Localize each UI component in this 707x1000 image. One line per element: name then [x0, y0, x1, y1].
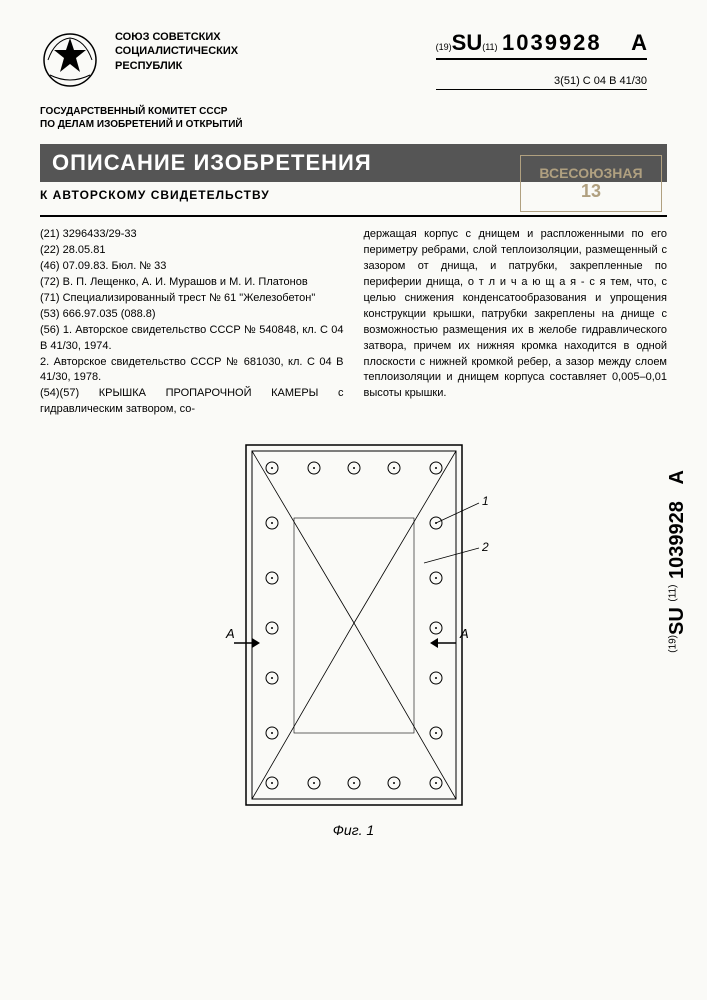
patent-number-block: (19)SU(11) 1039928 A 3(51) С 04 В 41/30	[436, 30, 667, 90]
column-1: (21) 3296433/29-33 (22) 28.05.81 (46) 07…	[40, 227, 344, 418]
classification-code: 3(51) С 04 В 41/30	[436, 75, 647, 90]
callout-2: 2	[481, 540, 489, 554]
registry-stamp: ВСЕСОЮЗНАЯ 13	[520, 155, 662, 212]
doc-kind: A	[631, 30, 647, 55]
figure-1: 1 2 A A Фиг. 1	[0, 433, 707, 833]
stamp-text: ВСЕСОЮЗНАЯ	[539, 165, 642, 181]
column-2: держащая корпус с днищем и распложенными…	[364, 227, 668, 418]
header: СОЮЗ СОВЕТСКИХ СОЦИАЛИСТИЧЕСКИХ РЕСПУБЛИ…	[0, 0, 707, 100]
patent-page: СОЮЗ СОВЕТСКИХ СОЦИАЛИСТИЧЕСКИХ РЕСПУБЛИ…	[0, 0, 707, 1000]
technical-drawing: 1 2 A A	[204, 433, 504, 833]
organization-name: СОЮЗ СОВЕТСКИХ СОЦИАЛИСТИЧЕСКИХ РЕСПУБЛИ…	[115, 30, 436, 73]
prefix-19: (19)	[436, 42, 452, 52]
svg-text:A: A	[459, 626, 469, 641]
divider	[40, 215, 667, 217]
figure-label: Фиг. 1	[333, 822, 374, 838]
section-marker-left: A	[225, 626, 260, 648]
section-marker-right: A	[430, 626, 469, 648]
state-emblem-icon	[40, 30, 100, 90]
doc-number: 1039928	[502, 30, 602, 55]
svg-text:A: A	[225, 626, 235, 641]
country-code: SU	[452, 30, 483, 55]
committee-name: ГОСУДАРСТВЕННЫЙ КОМИТЕТ СССР ПО ДЕЛАМ ИЗ…	[0, 100, 707, 136]
callout-1: 1	[482, 494, 489, 508]
prefix-11: (11)	[482, 42, 497, 52]
text-columns: (21) 3296433/29-33 (22) 28.05.81 (46) 07…	[0, 227, 707, 418]
side-patent-number: (19)SU (11) 1039928 A	[666, 470, 689, 653]
stamp-number: 13	[539, 181, 642, 202]
